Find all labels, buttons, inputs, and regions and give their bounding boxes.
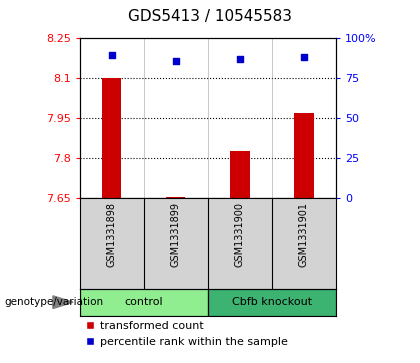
Text: GSM1331901: GSM1331901 — [299, 203, 309, 268]
FancyBboxPatch shape — [80, 289, 208, 316]
Polygon shape — [53, 296, 73, 309]
Text: GSM1331899: GSM1331899 — [171, 203, 181, 268]
Text: GSM1331898: GSM1331898 — [107, 203, 117, 268]
Point — [108, 53, 115, 58]
Text: control: control — [125, 297, 163, 307]
Bar — [166, 197, 186, 198]
Text: GDS5413 / 10545583: GDS5413 / 10545583 — [128, 9, 292, 24]
Bar — [294, 113, 314, 198]
Text: Cbfb knockout: Cbfb knockout — [232, 297, 312, 307]
Point — [236, 57, 243, 62]
Bar — [102, 78, 121, 198]
Bar — [230, 151, 249, 198]
Point — [301, 54, 307, 60]
Text: genotype/variation: genotype/variation — [4, 297, 103, 307]
Text: GSM1331900: GSM1331900 — [235, 203, 245, 268]
Legend: transformed count, percentile rank within the sample: transformed count, percentile rank withi… — [85, 321, 288, 347]
FancyBboxPatch shape — [208, 289, 336, 316]
Point — [173, 58, 179, 64]
